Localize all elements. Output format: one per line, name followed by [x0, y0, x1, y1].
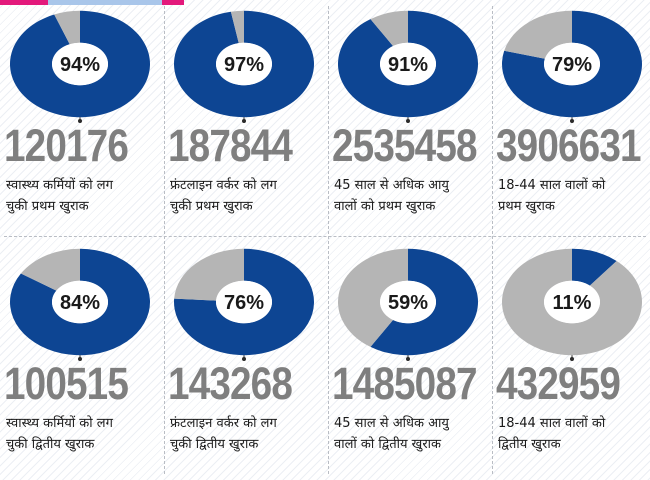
- donut-slice-remainder: [504, 10, 572, 59]
- percent-label: 59%: [388, 292, 428, 314]
- donut-center-hole: [544, 280, 600, 324]
- caption-line: वालों को द्वितीय खुराक: [334, 437, 441, 452]
- donut-chart: 91%: [338, 10, 478, 123]
- donut-chart-tile: 76% 143268 फ्रंटलाइन वर्कर को लग चुकी द्वित…: [164, 240, 324, 467]
- caption-line: प्रथम खुराक: [498, 199, 555, 214]
- connector-dot: [242, 357, 246, 361]
- caption-line: चुकी प्रथम खुराक: [170, 199, 253, 214]
- column-divider: [328, 6, 329, 474]
- percent-label: 84%: [60, 292, 100, 314]
- donut-slice-remainder: [20, 248, 80, 291]
- caption-line: 18-44 साल वालों को: [498, 416, 606, 431]
- connector-dot: [406, 119, 410, 123]
- donut-chart-tile: 84% 100515 स्वास्थ्य कर्मियों को लग चुकी द्…: [0, 240, 160, 467]
- percent-label: 91%: [388, 54, 428, 76]
- caption-line: स्वास्थ्य कर्मियों को लग: [6, 178, 113, 193]
- donut-chart-tile: 11% 432959 18-44 साल वालों को द्वितीय खुराक: [492, 240, 650, 467]
- caption: स्वास्थ्य कर्मियों को लग चुकी द्वितीय खुर…: [6, 413, 156, 455]
- connector-dot: [570, 357, 574, 361]
- total-count: 100515: [4, 358, 129, 409]
- donut-slice-primary: [338, 10, 478, 118]
- caption-line: वालों को प्रथम खुराक: [334, 199, 436, 214]
- connector-dot: [78, 119, 82, 123]
- caption: फ्रंटलाइन वर्कर को लग चुकी प्रथम खुराक: [170, 175, 320, 217]
- donut-slice-primary: [370, 248, 479, 356]
- donut-chart: 11%: [502, 248, 642, 361]
- connector-dot: [78, 357, 82, 361]
- donut-slice-primary: [174, 248, 314, 356]
- top-accent-pink-left: [0, 0, 48, 5]
- donut-chart: 79%: [502, 10, 642, 123]
- total-count: 143268: [168, 358, 293, 409]
- total-count: 3906631: [496, 120, 642, 171]
- percent-label: 79%: [552, 54, 592, 76]
- donut-chart-tile: 91% 2535458 45 साल से अधिक आयु वालों को प्र…: [328, 2, 488, 229]
- donut-center-hole: [380, 42, 436, 86]
- total-count: 432959: [496, 358, 621, 409]
- donut-slice-remainder: [502, 248, 642, 356]
- donut-slice-remainder: [370, 10, 408, 47]
- caption-line: चुकी प्रथम खुराक: [6, 199, 89, 214]
- caption-line: फ्रंटलाइन वर्कर को लग: [170, 178, 277, 193]
- top-accent-pink-right: [162, 0, 184, 5]
- percent-label: 97%: [224, 54, 264, 76]
- column-divider: [164, 6, 165, 474]
- caption-line: फ्रंटलाइन वर्कर को लग: [170, 416, 277, 431]
- caption: 18-44 साल वालों को द्वितीय खुराक: [498, 413, 648, 455]
- top-accent-blue: [48, 0, 166, 5]
- donut-center-hole: [216, 280, 272, 324]
- donut-chart: 84%: [9, 248, 151, 361]
- connector-dot: [406, 357, 410, 361]
- donut-slice-primary: [502, 10, 642, 118]
- donut-chart: 94%: [9, 10, 150, 123]
- caption-line: चुकी द्वितीय खुराक: [170, 437, 259, 452]
- donut-slice-remainder: [230, 10, 244, 44]
- caption-line: 18-44 साल वालों को: [498, 178, 606, 193]
- caption: 18-44 साल वालों को प्रथम खुराक: [498, 175, 648, 217]
- donut-chart: 97%: [174, 10, 314, 123]
- total-count: 1485087: [332, 358, 478, 409]
- caption: स्वास्थ्य कर्मियों को लग चुकी प्रथम खुराक: [6, 175, 156, 217]
- donut-chart-tile: 59% 1485087 45 साल से अधिक आयु वालों को द्व…: [328, 240, 488, 467]
- total-count: 2535458: [332, 120, 478, 171]
- donut-center-hole: [216, 42, 272, 86]
- donut-chart-tile: 94% 120176 स्वास्थ्य कर्मियों को लग चुकी प्…: [0, 2, 160, 229]
- donut-chart-tile: 79% 3906631 18-44 साल वालों को प्रथम खुराक: [492, 2, 650, 229]
- total-count: 120176: [4, 120, 129, 171]
- donut-slice-primary: [9, 10, 150, 118]
- connector-dot: [570, 119, 574, 123]
- row-divider: [4, 236, 646, 237]
- donut-slice-remainder: [54, 10, 80, 45]
- donut-center-hole: [380, 280, 436, 324]
- donut-center-hole: [52, 42, 108, 86]
- donut-center-hole: [52, 280, 108, 324]
- caption-line: 45 साल से अधिक आयु: [334, 178, 449, 193]
- donut-chart: 59%: [338, 248, 479, 361]
- total-count: 187844: [168, 120, 293, 171]
- donut-slice-primary: [572, 248, 617, 286]
- caption-line: चुकी द्वितीय खुराक: [6, 437, 95, 452]
- donut-slice-remainder: [174, 248, 244, 301]
- caption: 45 साल से अधिक आयु वालों को द्वितीय खुराक: [334, 413, 484, 455]
- donut-center-hole: [544, 42, 600, 86]
- caption-line: द्वितीय खुराक: [498, 437, 561, 452]
- donut-chart-tile: 97% 187844 फ्रंटलाइन वर्कर को लग चुकी प्रथम…: [164, 2, 324, 229]
- caption-line: स्वास्थ्य कर्मियों को लग: [6, 416, 113, 431]
- donut-slice-primary: [9, 248, 151, 356]
- percent-label: 76%: [224, 292, 264, 314]
- percent-label: 94%: [60, 54, 100, 76]
- caption: फ्रंटलाइन वर्कर को लग चुकी द्वितीय खुराक: [170, 413, 320, 455]
- donut-slice-remainder: [338, 248, 408, 347]
- caption-line: 45 साल से अधिक आयु: [334, 416, 449, 431]
- connector-dot: [242, 119, 246, 123]
- column-divider: [492, 6, 493, 474]
- donut-slice-primary: [174, 10, 314, 118]
- percent-label: 11%: [553, 292, 592, 314]
- donut-chart: 76%: [174, 248, 314, 361]
- caption: 45 साल से अधिक आयु वालों को प्रथम खुराक: [334, 175, 484, 217]
